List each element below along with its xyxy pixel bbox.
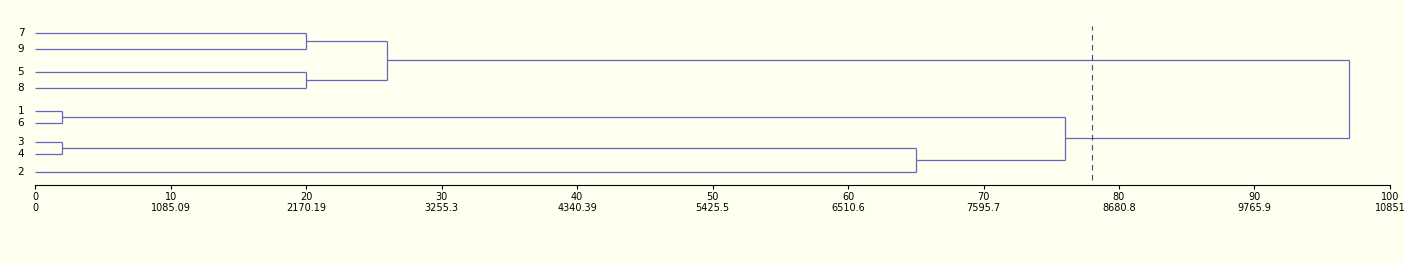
Text: 4: 4: [18, 149, 24, 159]
Text: 5: 5: [18, 67, 24, 77]
Text: 1: 1: [18, 106, 24, 116]
Text: 7: 7: [18, 29, 24, 39]
Text: 3: 3: [18, 136, 24, 147]
Text: 9: 9: [18, 44, 24, 54]
Text: 6: 6: [18, 118, 24, 128]
Text: 8: 8: [18, 83, 24, 92]
Text: 2: 2: [18, 167, 24, 177]
